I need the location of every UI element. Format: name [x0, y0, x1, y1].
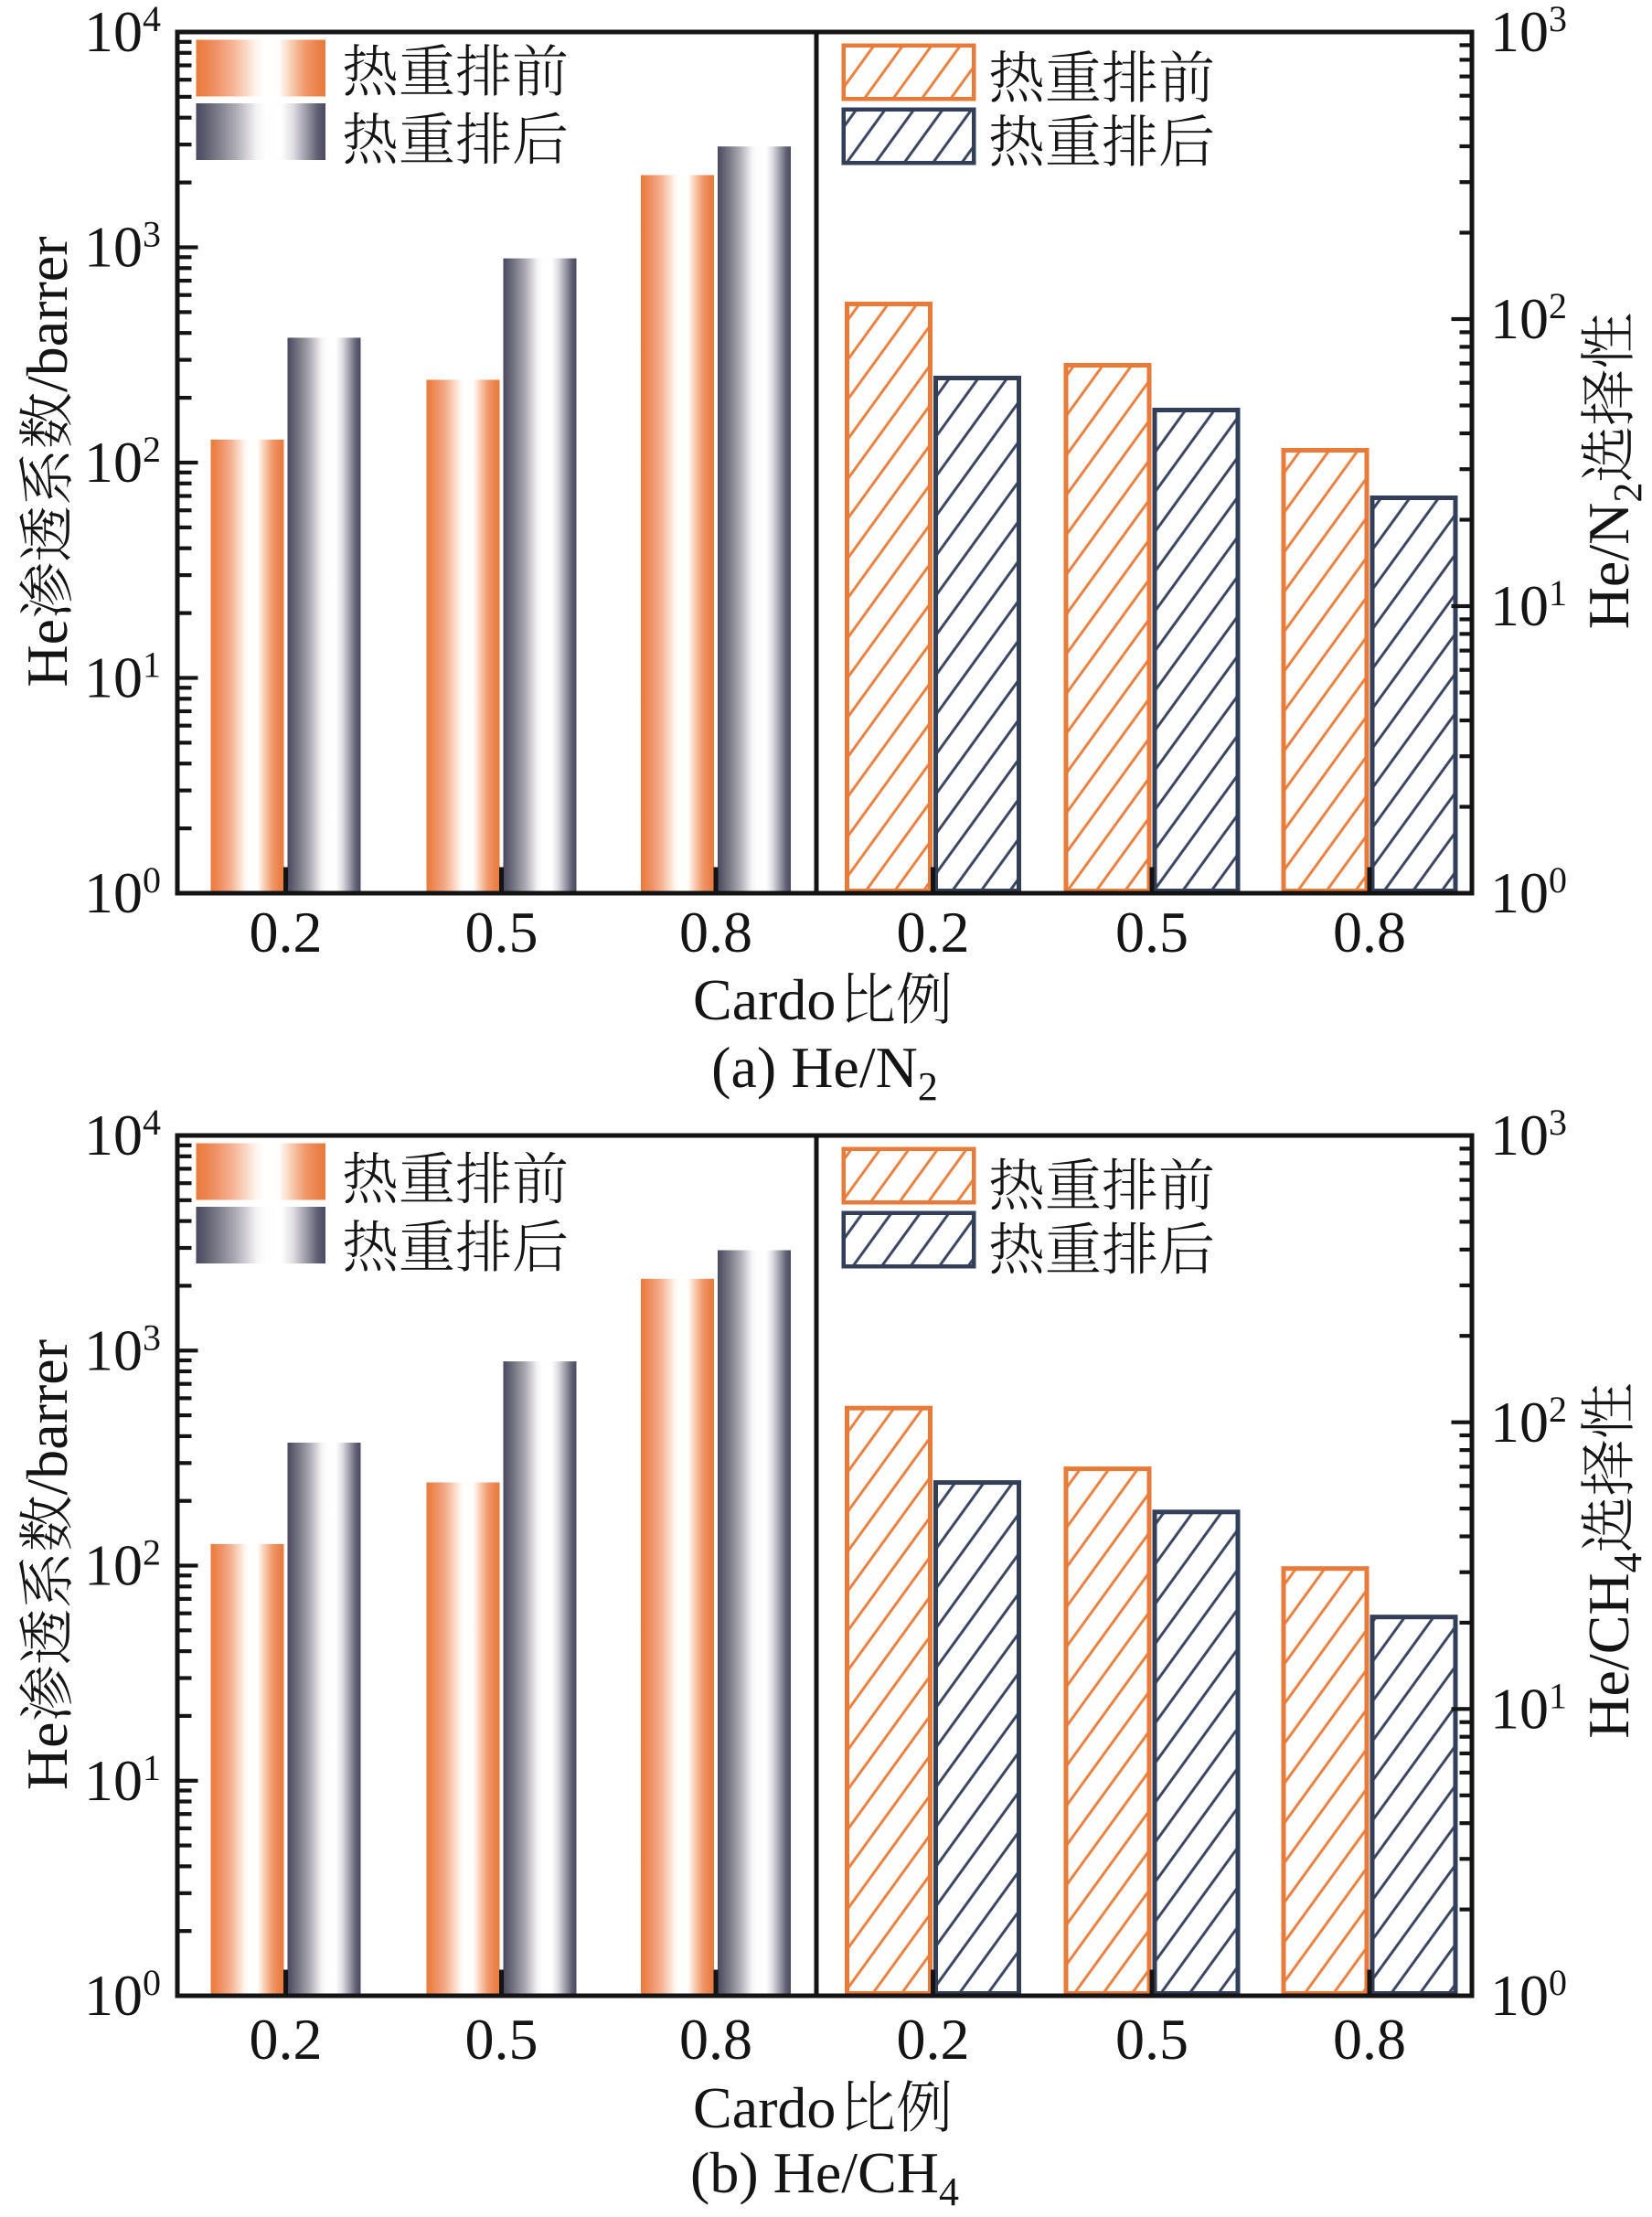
- svg-text:100: 100: [84, 859, 161, 925]
- svg-text:0.2: 0.2: [897, 2007, 970, 2072]
- svg-text:100: 100: [1490, 1962, 1567, 2028]
- svg-text:0.2: 0.2: [897, 900, 970, 965]
- svg-text:He/N2: He/N2: [1576, 483, 1650, 630]
- svg-text:0.2: 0.2: [250, 900, 323, 965]
- svg-text:0.8: 0.8: [1333, 2007, 1406, 2072]
- svg-text:0.8: 0.8: [679, 2007, 752, 2072]
- svg-text:(b) He/CH4: (b) He/CH4: [690, 2140, 959, 2214]
- svg-text:0.2: 0.2: [250, 2007, 323, 2072]
- svg-text:(a) He/N2: (a) He/N2: [711, 1035, 938, 1109]
- svg-text:0.8: 0.8: [1333, 900, 1406, 965]
- svg-text:Cardo: Cardo: [693, 967, 836, 1032]
- svg-text:0.5: 0.5: [1115, 2007, 1188, 2072]
- svg-text:0.5: 0.5: [1115, 900, 1188, 965]
- svg-text:He: He: [15, 619, 80, 687]
- svg-text:He/CH4: He/CH4: [1576, 1552, 1650, 1738]
- svg-text:0.5: 0.5: [465, 900, 538, 965]
- svg-text:Cardo: Cardo: [693, 2075, 836, 2140]
- svg-text:/barrer: /barrer: [15, 1339, 80, 1496]
- svg-text:He: He: [15, 1721, 80, 1790]
- svg-text:0.8: 0.8: [679, 900, 752, 965]
- svg-text:103: 103: [84, 214, 161, 280]
- svg-text:0.5: 0.5: [465, 2007, 538, 2072]
- svg-text:/barrer: /barrer: [15, 236, 80, 392]
